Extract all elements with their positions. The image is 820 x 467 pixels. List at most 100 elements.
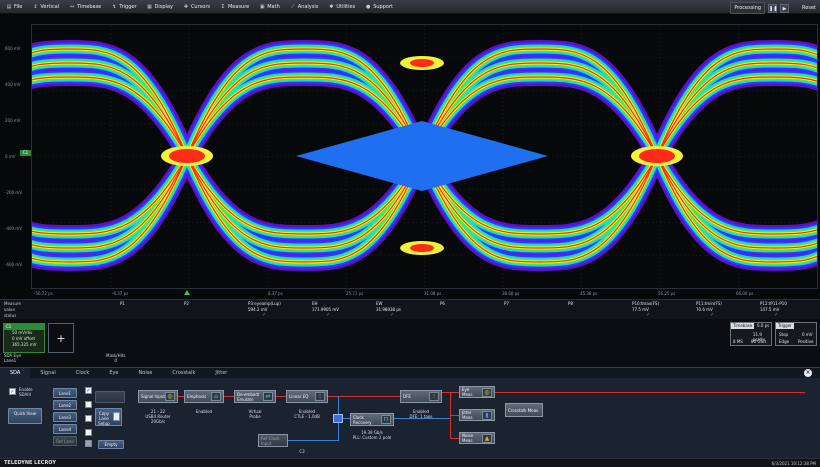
jitter-meas-block[interactable]: Jitter Meas. ▮ xyxy=(459,409,495,421)
menu-vertical[interactable]: ↕ Vertical xyxy=(32,4,59,10)
lane2-button[interactable]: Lane2 xyxy=(53,400,77,410)
dfe-block[interactable]: DFE ⫶ xyxy=(400,390,442,403)
menu-cursors[interactable]: ✚ Cursors xyxy=(183,4,210,10)
pause-button[interactable]: ❚❚ xyxy=(768,3,778,13)
measure-column-head[interactable]: P6 xyxy=(440,301,445,306)
deembed-block[interactable]: De-embed/ Emulate ⇌ xyxy=(234,390,276,403)
tab-jitter[interactable]: Jitter xyxy=(215,370,228,376)
lane1-checkbox[interactable]: ✓ xyxy=(85,387,92,394)
eye-trace xyxy=(32,155,817,249)
measure-column-head[interactable]: P11:tmin(FS) xyxy=(696,301,722,306)
menu-timebase-label: Timebase xyxy=(77,3,102,10)
tab-sda[interactable]: SDA xyxy=(0,368,31,378)
enable-sdaiii-checkbox[interactable]: ✓ xyxy=(9,388,16,395)
mask-hits-info: Mask/Hits 0 xyxy=(106,353,125,363)
tab-eye[interactable]: Eye xyxy=(109,370,119,376)
math-icon: ▣ xyxy=(259,3,265,10)
linear-eq-block[interactable]: Linear EQ ⫶ xyxy=(286,390,328,403)
wire xyxy=(338,418,339,441)
measure-row-label: Measure xyxy=(4,301,21,306)
measure-column-head[interactable]: P8 xyxy=(568,301,573,306)
measure-column-head[interactable]: P3:eyeamp(Lup) xyxy=(248,301,281,306)
clock-source-switch[interactable] xyxy=(333,414,343,423)
menu-utilities[interactable]: ✱ Utilities xyxy=(328,4,355,10)
menu-math[interactable]: ▣ Math xyxy=(259,4,280,10)
measure-value: 147.5 mV xyxy=(760,307,780,312)
tab-crosstalk[interactable]: Crosstalk xyxy=(172,370,196,376)
x-tick-label: -56.72 ps xyxy=(34,291,53,296)
play-button[interactable]: ▶ xyxy=(780,3,790,13)
wire xyxy=(394,418,450,419)
channel-offset-marker[interactable]: C1 xyxy=(20,150,31,156)
measure-column-head[interactable]: P2 xyxy=(184,301,189,306)
lane4-checkbox[interactable] xyxy=(85,429,92,436)
menu-trigger[interactable]: ↯ Trigger xyxy=(111,4,136,10)
channel-descriptor-c1[interactable]: C1 50 mV/div 0 mV offset 365.325 mV xyxy=(3,323,45,353)
add-trace-button[interactable]: + xyxy=(48,323,74,353)
close-dialog-button[interactable]: ✕ xyxy=(804,369,812,377)
x-tick-label: 38.68 ps xyxy=(502,291,520,296)
reset-button[interactable]: Reset xyxy=(802,5,816,11)
lane4-button[interactable]: Lane4 xyxy=(53,424,77,434)
measure-column-head[interactable]: P10:tmax(FS) xyxy=(632,301,660,306)
noise-meas-block[interactable]: Noise Meas. ▲ xyxy=(459,432,495,444)
emphasis-caption-1: Enabled xyxy=(195,409,213,414)
measure-column-head[interactable]: EW xyxy=(376,301,383,306)
ref-lane-checkbox[interactable] xyxy=(85,440,92,447)
eye-meas-block[interactable]: Eye Meas. ◎ xyxy=(459,386,495,398)
trigger-marker[interactable] xyxy=(184,290,190,295)
measure-value: 171.9905 mV xyxy=(312,307,339,312)
wire xyxy=(450,438,459,439)
signal-caption-2: USB4 Router xyxy=(145,414,171,419)
menu-display[interactable]: ▦ Display xyxy=(147,4,173,10)
clock-recovery-block[interactable]: Clock Recovery ⊓ xyxy=(350,413,394,426)
eye-trace xyxy=(32,155,817,263)
status-check-icon: ✓ xyxy=(646,312,651,318)
tab-signal[interactable]: Signal xyxy=(40,370,56,376)
measure-column-head[interactable]: P7 xyxy=(504,301,509,306)
lane3-checkbox[interactable] xyxy=(85,415,92,422)
timebase-title: Timebase xyxy=(731,323,755,329)
menu-measure[interactable]: Σ Measure xyxy=(220,4,249,10)
quick-view-button[interactable]: Quick View xyxy=(8,408,42,424)
measure-column-head[interactable]: EH xyxy=(312,301,318,306)
signal-input-caption: 21 - 22 USB4 Router 20Gb/s xyxy=(138,409,178,424)
status-check-icon: ✓ xyxy=(262,312,267,318)
menu-timebase[interactable]: ↔ Timebase xyxy=(69,4,101,10)
menu-trigger-label: Trigger xyxy=(119,3,137,10)
signal-caption-3: 20Gb/s xyxy=(150,419,166,424)
menu-support-label: Support xyxy=(373,3,393,10)
timebase-descriptor[interactable]: Timebase 0.0 ps 11.9 ps/div 8 MS 80 GS/s xyxy=(730,322,772,346)
x-tick-label: 66.00 ps xyxy=(736,291,754,296)
menu-file[interactable]: ▤ File xyxy=(6,4,23,10)
lane-preset-slot[interactable] xyxy=(95,391,125,403)
ref-lane-button[interactable]: Ref Lane xyxy=(53,436,77,446)
linear-caption-2: CTLE - 1.0dB xyxy=(294,414,320,419)
lane3-button[interactable]: Lane3 xyxy=(53,412,77,422)
ref-clock-input-block[interactable]: Ref Clock Input xyxy=(258,434,288,447)
linear-eq-label: Linear EQ xyxy=(289,394,309,399)
measure-column-head[interactable]: P12:tP11-P10 xyxy=(760,301,787,306)
menu-support[interactable]: ● Support xyxy=(365,4,393,10)
y-tick-label: 200 mV xyxy=(5,118,21,123)
eye-diagram-area: 600 mV 400 mV 200 mV 0 mV -200 mV -400 mV -600… xyxy=(0,14,820,299)
emphasis-block[interactable]: Emphasis ⌂ xyxy=(184,390,224,403)
timebase-rate: 80 GS/s xyxy=(751,339,767,344)
measure-column-head[interactable]: P1 xyxy=(120,301,125,306)
trigger-descriptor[interactable]: Trigger Stop 0 mV Edge Positive xyxy=(775,322,817,346)
empty-slot-button[interactable]: Empty xyxy=(98,440,124,449)
lane2-checkbox[interactable] xyxy=(85,401,92,408)
ref-clock-label: Ref Clock Input xyxy=(261,435,280,446)
tab-noise[interactable]: Noise xyxy=(138,370,153,376)
crosstalk-meas-block[interactable]: Crosstalk Meas. xyxy=(505,403,543,417)
eye-diagram-grid[interactable] xyxy=(31,24,818,289)
signal-input-block[interactable]: Signal Input ◎ xyxy=(138,390,178,403)
mask-hits-count: 0 xyxy=(114,358,117,363)
timebase-icon: ↔ xyxy=(69,3,75,10)
tab-clock[interactable]: Clock xyxy=(75,370,90,376)
menu-vertical-label: Vertical xyxy=(40,3,60,10)
menu-analysis[interactable]: ⟋ Analysis xyxy=(290,4,318,10)
lane1-button[interactable]: Lane1 xyxy=(53,388,77,398)
measure-icon: Σ xyxy=(221,3,225,10)
vertical-icon: ↕ xyxy=(33,3,38,10)
